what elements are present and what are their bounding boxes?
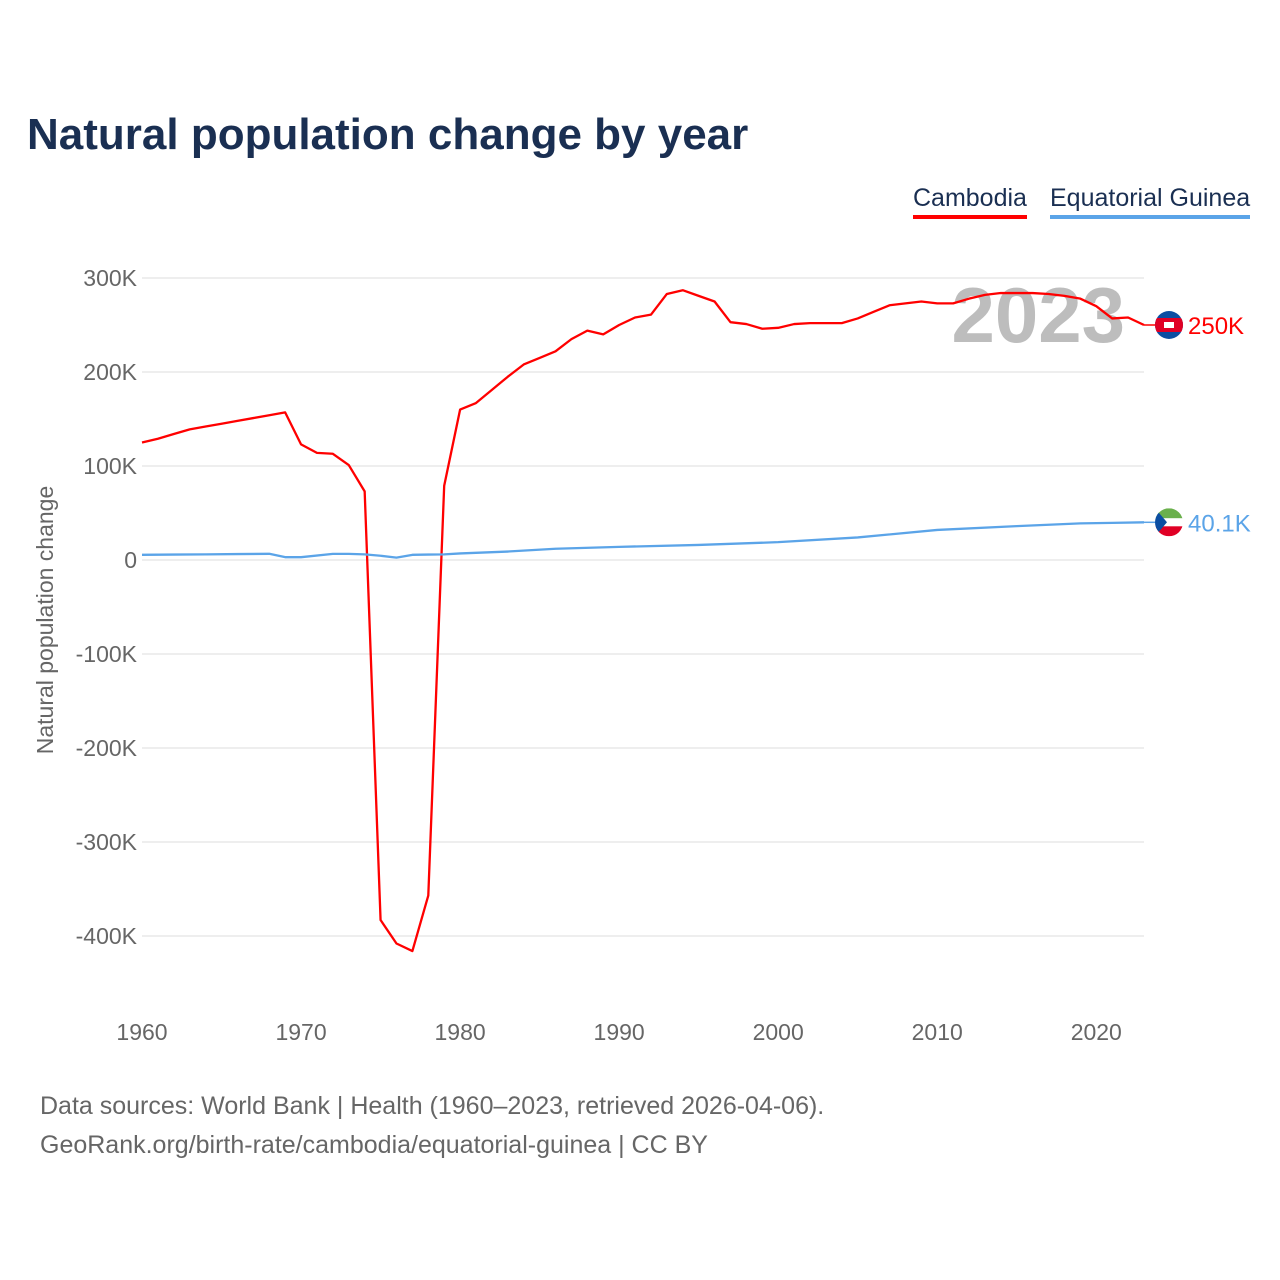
end-value-label: 250K bbox=[1188, 313, 1244, 340]
year-label: 2023 bbox=[951, 271, 1125, 359]
y-tick-label: 300K bbox=[83, 265, 137, 291]
y-tick-label: -300K bbox=[76, 829, 138, 855]
series-line-cambodia bbox=[141, 289, 1145, 953]
y-tick-label: 200K bbox=[83, 359, 137, 385]
y-axis-label: Natural population change bbox=[32, 486, 58, 755]
y-tick-label: 100K bbox=[83, 453, 137, 479]
x-tick-label: 1980 bbox=[435, 1019, 486, 1045]
source-line-1: Data sources: World Bank | Health (1960–… bbox=[40, 1092, 825, 1120]
series-line-equatorial-guinea bbox=[141, 521, 1145, 559]
y-tick-label: 0 bbox=[124, 547, 137, 573]
y-tick-label: -400K bbox=[76, 923, 138, 949]
source-line-2[interactable]: GeoRank.org/birth-rate/cambodia/equatori… bbox=[40, 1131, 708, 1159]
end-value-label: 40.1K bbox=[1188, 510, 1251, 537]
source-note: Data sources: World Bank | Health (1960–… bbox=[40, 1087, 824, 1165]
y-tick-label: -200K bbox=[76, 735, 138, 761]
equatorial-guinea-flag-icon bbox=[1155, 508, 1183, 537]
y-tick-label: -100K bbox=[76, 641, 138, 667]
x-tick-label: 2020 bbox=[1071, 1019, 1122, 1045]
x-tick-label: 1990 bbox=[594, 1019, 645, 1045]
x-tick-label: 1960 bbox=[116, 1019, 167, 1045]
legend-equatorial-guinea[interactable]: Equatorial Guinea bbox=[1050, 184, 1251, 219]
cambodia-flag-icon bbox=[1155, 311, 1183, 339]
x-tick-label: 2000 bbox=[753, 1019, 804, 1045]
x-tick-label: 1970 bbox=[275, 1019, 326, 1045]
chart-title: Natural population change by year bbox=[27, 110, 749, 159]
legend-cambodia[interactable]: Cambodia bbox=[913, 184, 1027, 219]
x-tick-label: 2010 bbox=[912, 1019, 963, 1045]
